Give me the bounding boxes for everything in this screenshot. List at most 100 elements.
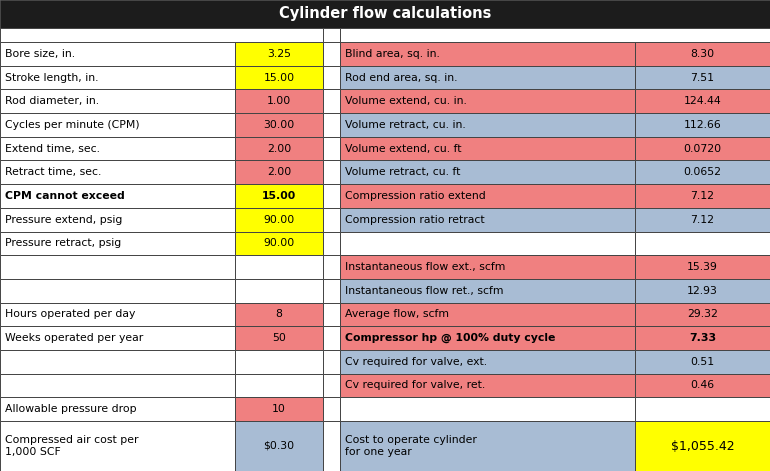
Text: 15.39: 15.39 [687, 262, 718, 272]
Text: 15.00: 15.00 [263, 73, 295, 82]
Text: 7.33: 7.33 [689, 333, 716, 343]
Bar [0, 184, 235, 208]
Bar [323, 350, 340, 374]
Bar [235, 113, 323, 137]
Bar [0, 0, 770, 27]
Bar [0, 27, 323, 42]
Bar [323, 27, 340, 42]
Bar [323, 113, 340, 137]
Bar [635, 89, 770, 113]
Text: 112.66: 112.66 [684, 120, 721, 130]
Bar [635, 184, 770, 208]
Bar [340, 42, 635, 65]
Bar [340, 350, 635, 374]
Bar [235, 232, 323, 255]
Text: Cv required for valve, ret.: Cv required for valve, ret. [346, 381, 486, 390]
Bar [235, 208, 323, 232]
Bar [635, 279, 770, 302]
Text: Volume retract, cu. ft: Volume retract, cu. ft [346, 167, 461, 177]
Text: 2.00: 2.00 [267, 144, 291, 154]
Text: Cost to operate cylinder
for one year: Cost to operate cylinder for one year [346, 435, 477, 457]
Bar [235, 161, 323, 184]
Text: Extend time, sec.: Extend time, sec. [5, 144, 101, 154]
Bar [323, 89, 340, 113]
Bar [340, 302, 635, 326]
Bar [340, 184, 635, 208]
Text: Rod diameter, in.: Rod diameter, in. [5, 96, 99, 106]
Bar [0, 137, 235, 161]
Bar [235, 184, 323, 208]
Bar [0, 89, 235, 113]
Bar [0, 279, 235, 302]
Bar [235, 374, 323, 398]
Text: 8: 8 [276, 309, 283, 319]
Bar [235, 326, 323, 350]
Bar [635, 208, 770, 232]
Bar [0, 232, 235, 255]
Bar [235, 279, 323, 302]
Bar [340, 398, 635, 421]
Bar [0, 42, 235, 65]
Text: Compression ratio retract: Compression ratio retract [346, 215, 485, 225]
Bar [0, 374, 235, 398]
Bar [235, 255, 323, 279]
Text: 7.51: 7.51 [691, 73, 715, 82]
Bar [323, 184, 340, 208]
Bar [323, 279, 340, 302]
Bar [635, 42, 770, 65]
Bar [635, 137, 770, 161]
Text: Cycles per minute (CPM): Cycles per minute (CPM) [5, 120, 140, 130]
Text: Volume retract, cu. in.: Volume retract, cu. in. [346, 120, 467, 130]
Bar [635, 326, 770, 350]
Text: Blind area, sq. in.: Blind area, sq. in. [346, 49, 440, 59]
Bar [635, 398, 770, 421]
Bar [340, 137, 635, 161]
Text: Cv required for valve, ext.: Cv required for valve, ext. [346, 357, 487, 367]
Bar [0, 302, 235, 326]
Bar [235, 42, 323, 65]
Text: Weeks operated per year: Weeks operated per year [5, 333, 144, 343]
Text: Bore size, in.: Bore size, in. [5, 49, 75, 59]
Bar [635, 65, 770, 89]
Bar [0, 161, 235, 184]
Text: 90.00: 90.00 [263, 238, 295, 248]
Text: 29.32: 29.32 [687, 309, 718, 319]
Bar [0, 326, 235, 350]
Bar [340, 208, 635, 232]
Text: 1.00: 1.00 [267, 96, 291, 106]
Bar [323, 137, 340, 161]
Text: 0.51: 0.51 [691, 357, 715, 367]
Bar [635, 374, 770, 398]
Bar [635, 113, 770, 137]
Bar [235, 421, 323, 471]
Text: Volume extend, cu. in.: Volume extend, cu. in. [346, 96, 467, 106]
Bar [235, 350, 323, 374]
Text: 30.00: 30.00 [263, 120, 295, 130]
Bar [635, 161, 770, 184]
Bar [340, 161, 635, 184]
Text: 0.0720: 0.0720 [684, 144, 721, 154]
Bar [340, 113, 635, 137]
Bar [323, 42, 340, 65]
Text: CPM cannot exceed: CPM cannot exceed [5, 191, 126, 201]
Text: 124.44: 124.44 [684, 96, 721, 106]
Bar [323, 326, 340, 350]
Text: Compression ratio extend: Compression ratio extend [346, 191, 486, 201]
Text: Rod end area, sq. in.: Rod end area, sq. in. [346, 73, 458, 82]
Text: 15.00: 15.00 [262, 191, 296, 201]
Text: Compressed air cost per
1,000 SCF: Compressed air cost per 1,000 SCF [5, 435, 139, 457]
Bar [323, 398, 340, 421]
Bar [340, 255, 635, 279]
Bar [0, 208, 235, 232]
Text: Volume extend, cu. ft: Volume extend, cu. ft [346, 144, 462, 154]
Bar [340, 279, 635, 302]
Bar [235, 137, 323, 161]
Bar [235, 89, 323, 113]
Text: Stroke length, in.: Stroke length, in. [5, 73, 99, 82]
Bar [323, 208, 340, 232]
Text: 7.12: 7.12 [691, 191, 715, 201]
Bar [323, 65, 340, 89]
Bar [0, 255, 235, 279]
Text: 2.00: 2.00 [267, 167, 291, 177]
Text: Hours operated per day: Hours operated per day [5, 309, 136, 319]
